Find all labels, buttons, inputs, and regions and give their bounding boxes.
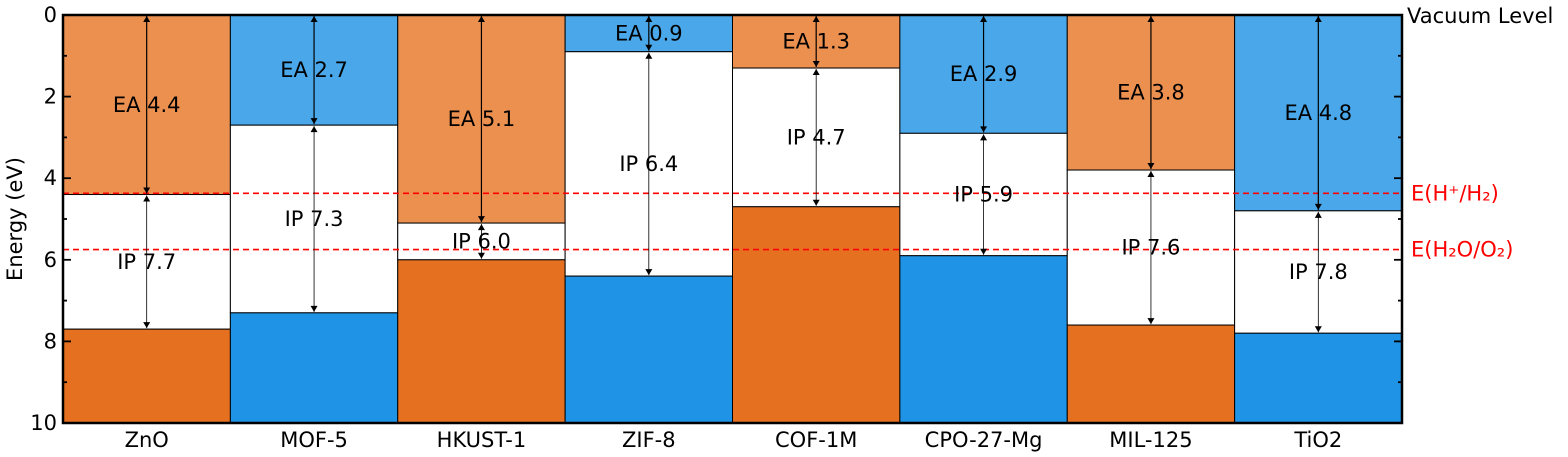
- x-tick-label: CPO-27-Mg: [925, 428, 1043, 452]
- ea-arrowhead-top: [980, 16, 988, 22]
- ip-value-label: IP 7.6: [1121, 236, 1180, 260]
- ea-arrowhead-top: [812, 16, 820, 22]
- ea-value-label: EA 3.8: [1117, 81, 1185, 105]
- ip-value-label: IP 4.7: [787, 125, 846, 149]
- x-tick-label: ZnO: [125, 428, 169, 452]
- ip-arrowhead-top: [477, 224, 485, 231]
- ea-value-label: EA 1.3: [782, 30, 850, 54]
- ip-bar: [564, 275, 733, 424]
- reference-line-label: E(H⁺/H₂): [1411, 181, 1499, 205]
- ip-value-label: IP 7.8: [1289, 260, 1348, 284]
- y-tick-label: 10: [30, 411, 57, 435]
- ea-arrowhead-bottom: [1314, 203, 1322, 210]
- ea-arrowhead-bottom: [310, 118, 318, 125]
- y-tick-label: 6: [44, 248, 57, 272]
- ea-arrowhead-top: [310, 16, 318, 22]
- ip-value-label: IP 7.7: [117, 250, 176, 274]
- ip-bar: [732, 206, 901, 424]
- ea-value-label: EA 4.4: [113, 93, 181, 117]
- ip-value-label: IP 5.9: [954, 183, 1013, 207]
- ip-value-label: IP 6.4: [619, 152, 678, 176]
- ea-arrowhead-bottom: [477, 216, 485, 223]
- ea-arrowhead-top: [645, 16, 653, 22]
- x-tick-label: MOF-5: [280, 428, 348, 452]
- ea-arrowhead-bottom: [980, 126, 988, 133]
- ip-bar: [62, 328, 231, 424]
- ip-arrowhead-top: [1314, 211, 1322, 218]
- ip-arrowhead-bottom: [980, 248, 988, 255]
- ip-arrowhead-bottom: [143, 322, 151, 329]
- ip-arrowhead-bottom: [812, 199, 820, 206]
- axis-layer: ZnO MOF-5 HKUST-1 ZIF-8 COF-1M CPO-27-Mg MIL-1…: [30, 3, 1402, 452]
- ip-arrowhead-bottom: [1314, 326, 1322, 333]
- ip-arrowhead-top: [1147, 171, 1155, 178]
- ip-value-label: IP 7.3: [285, 207, 344, 231]
- ea-value-label: EA 2.9: [950, 62, 1018, 86]
- ea-arrowhead-bottom: [645, 44, 653, 51]
- ip-arrowhead-top: [812, 69, 820, 76]
- x-tick-label: TiO2: [1293, 428, 1342, 452]
- ip-value-label: IP 6.0: [452, 229, 511, 253]
- reference-lines-layer: E(H⁺/H₂) E(H₂O/O₂): [63, 181, 1513, 262]
- y-tick-label: 0: [44, 3, 57, 27]
- ea-arrowhead-bottom: [143, 187, 151, 194]
- ea-arrowhead-top: [1147, 16, 1155, 22]
- y-tick-label: 2: [44, 85, 57, 109]
- ea-value-label: EA 2.7: [280, 58, 348, 82]
- ea-value-label: EA 0.9: [615, 21, 683, 45]
- x-tick-label: HKUST-1: [437, 428, 527, 452]
- bar-labels-layer: EA 4.4 IP 7.7 EA 2.7 IP 7.3 EA 5.1 IP 6.0 EA 0…: [113, 21, 1352, 284]
- ip-bar: [397, 259, 566, 424]
- ea-arrowhead-bottom: [812, 61, 820, 68]
- x-tick-label: MIL-125: [1109, 428, 1192, 452]
- ip-arrowhead-top: [143, 195, 151, 202]
- ip-arrowhead-bottom: [477, 252, 485, 259]
- y-axis-label: Energy (eV): [3, 157, 27, 281]
- y-tick-label: 8: [44, 329, 57, 353]
- ip-arrowhead-bottom: [645, 269, 653, 276]
- y-tick-label: 4: [44, 166, 57, 190]
- ip-bar: [1066, 324, 1236, 424]
- ip-bar: [229, 312, 399, 424]
- ea-arrowhead-top: [1314, 16, 1322, 22]
- ea-arrowhead-top: [477, 16, 485, 22]
- ip-arrowhead-bottom: [1147, 318, 1155, 325]
- ip-arrowhead-top: [310, 126, 318, 133]
- ea-value-label: EA 5.1: [448, 107, 516, 131]
- x-tick-label: ZIF-8: [622, 428, 676, 452]
- bars-layer: [62, 14, 1403, 424]
- ip-arrowhead-top: [645, 52, 653, 59]
- ea-value-label: EA 4.8: [1284, 101, 1352, 125]
- ip-arrowhead-bottom: [310, 305, 318, 312]
- ea-arrowhead-top: [143, 16, 151, 22]
- ea-arrowhead-bottom: [1147, 163, 1155, 170]
- ip-bar: [899, 255, 1068, 424]
- vacuum-level-label: Vacuum Level: [1407, 4, 1553, 28]
- arrows-layer: [143, 16, 1322, 333]
- ip-bar: [1234, 332, 1403, 424]
- ip-arrowhead-top: [980, 134, 988, 141]
- reference-line-label: E(H₂O/O₂): [1411, 238, 1513, 262]
- x-tick-label: COF-1M: [775, 428, 857, 452]
